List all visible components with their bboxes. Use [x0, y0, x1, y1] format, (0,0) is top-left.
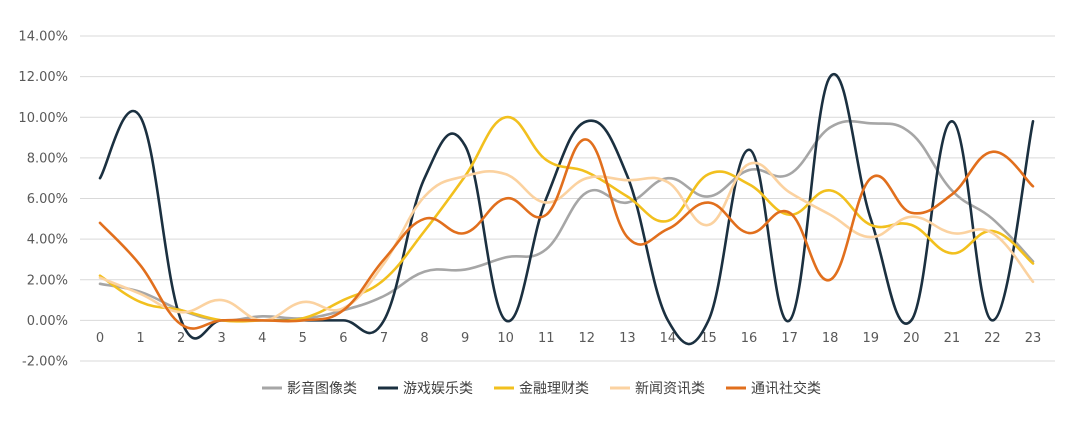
x-tick-label: 23 [1025, 331, 1042, 346]
y-tick-label: 6.00% [27, 192, 68, 207]
y-tick-label: 8.00% [27, 151, 68, 166]
x-tick-label: 0 [96, 331, 104, 346]
x-tick-label: 13 [619, 331, 636, 346]
y-tick-label: 2.00% [27, 273, 68, 288]
x-tick-label: 10 [497, 331, 514, 346]
y-axis-ticks: -2.00% 0.00% 2.00% 4.00% 6.00% 8.00% 10.00% 12.… [18, 30, 68, 370]
x-tick-label: 1 [136, 331, 144, 346]
series-lines [98, 72, 1035, 346]
x-tick-label: 4 [258, 331, 266, 346]
x-tick-label: 6 [339, 331, 347, 346]
x-tick-label: 17 [781, 331, 798, 346]
x-tick-label: 21 [944, 331, 961, 346]
y-tick-label: 14.00% [18, 30, 68, 45]
x-tick-label: 12 [579, 331, 596, 346]
legend-label: 通讯社交类 [751, 380, 821, 397]
series-line-5 [98, 138, 1035, 330]
x-axis-ticks: 0 1 2 3 4 5 6 7 8 9 10 11 12 13 14 15 16 17 18 19 20 21 22 23 [96, 331, 1041, 346]
series-line-1 [98, 119, 1035, 322]
legend: 影音图像类 游戏娱乐类 金融理财类 新闻资讯类 通讯社交类 [262, 380, 821, 397]
y-tick-label: 4.00% [27, 233, 68, 248]
series-line-4 [98, 161, 1035, 322]
y-tick-label: 10.00% [18, 111, 68, 126]
x-tick-label: 18 [822, 331, 839, 346]
x-tick-label: 11 [538, 331, 555, 346]
legend-label: 金融理财类 [519, 381, 589, 397]
y-tick-label: 12.00% [18, 70, 68, 85]
legend-label: 新闻资讯类 [635, 381, 705, 397]
y-tick-label: -2.00% [22, 355, 68, 370]
x-tick-label: 3 [218, 331, 226, 346]
x-tick-label: 22 [984, 331, 1001, 346]
x-tick-label: 7 [380, 331, 388, 346]
x-tick-label: 8 [420, 331, 428, 346]
x-tick-label: 20 [903, 331, 920, 346]
x-tick-label: 15 [700, 331, 717, 346]
x-tick-label: 19 [862, 331, 879, 346]
legend-label: 影音图像类 [287, 380, 357, 397]
legend-label: 游戏娱乐类 [403, 381, 473, 397]
x-tick-label: 16 [741, 331, 758, 346]
x-tick-label: 14 [660, 331, 677, 346]
y-tick-label: 0.00% [27, 314, 68, 329]
x-tick-label: 5 [299, 331, 307, 346]
x-tick-label: 2 [177, 331, 185, 346]
gridlines [80, 35, 1055, 362]
x-tick-label: 9 [461, 331, 469, 346]
series-line-2 [98, 72, 1035, 346]
